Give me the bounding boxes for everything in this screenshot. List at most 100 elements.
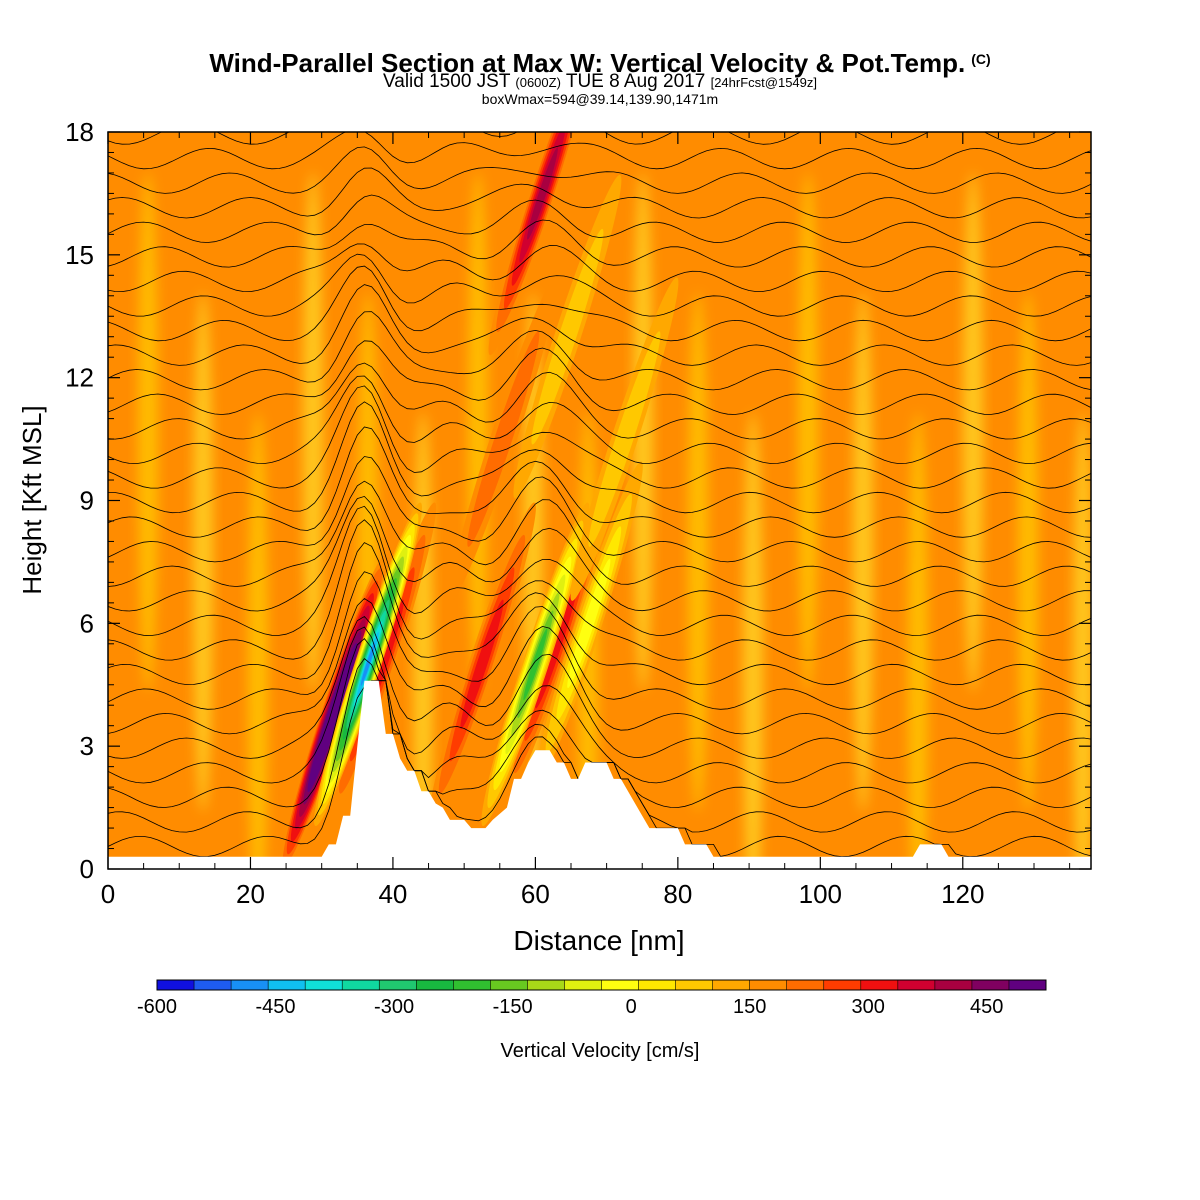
colorbar-swatch [453, 980, 491, 990]
y-tick-label: 0 [80, 854, 94, 884]
theta-contour-line [108, 253, 1091, 317]
x-tick-label: 40 [378, 879, 407, 909]
theta-contour-line [108, 615, 1091, 759]
colorbar-swatch [860, 980, 899, 990]
y-tick-label: 15 [65, 240, 94, 270]
field-streak [193, 292, 213, 812]
colorbar-tick-label: -150 [493, 996, 533, 1018]
field-streak [688, 292, 708, 812]
colorbar-swatch [823, 980, 862, 990]
colorbar-swatch [601, 980, 640, 990]
axes: 0 20 40 60 80 100 120 0 3 6 9 12 15 18 [65, 117, 1091, 909]
theta-contour-line [108, 480, 1091, 587]
theta-contour-line [108, 265, 1091, 342]
colorbar-swatch [157, 980, 195, 990]
terrain-profile [108, 680, 1091, 869]
field-streak [908, 412, 928, 869]
valid-date: TUE 8 Aug 2017 [565, 71, 706, 92]
box-info: boxWmax=594@39.14,139.90,1471m [481, 91, 719, 107]
colorbar-swatch [305, 980, 343, 990]
theta-contour-line [108, 167, 1091, 219]
theta-contour-line [108, 146, 1091, 194]
x-tick-label: 60 [521, 879, 550, 909]
colorbar-swatch [416, 980, 454, 990]
theta-contour-line [108, 284, 1091, 366]
field-streak [743, 412, 763, 869]
y-tick-label: 6 [80, 608, 94, 638]
colorbar-swatch [231, 980, 269, 990]
y-tick-label: 12 [65, 363, 94, 393]
field-streak [248, 412, 268, 869]
downdraft-core-band [523, 628, 548, 701]
updraft-core-band [324, 692, 341, 743]
y-axis-label: Height [Kft MSL] [17, 405, 47, 594]
theta-contour-line [108, 456, 1091, 563]
y-tick-label: 9 [80, 486, 94, 516]
updraft-core [427, 502, 536, 827]
updraft-core [449, 277, 558, 601]
theta-contour-line [108, 385, 1091, 489]
chart-subtitle: Valid 1500 JST (0600Z) TUE 8 Aug 2017 [2… [0, 71, 1200, 94]
field-streak [798, 172, 818, 692]
colorbar: -600 -450 -300 -150 0 150 300 450 [137, 979, 1047, 1018]
theta-contour-line [108, 571, 1091, 710]
theta-contour-line [108, 505, 1091, 637]
x-axis-label: Distance [nm] [513, 925, 684, 956]
x-tick-label: 100 [799, 879, 842, 909]
colorbar-tick-label: 450 [970, 996, 1003, 1018]
colorbar-swatch [897, 980, 936, 990]
updraft-core-band [527, 147, 558, 240]
theta-contour-line [108, 542, 1091, 686]
theta-contour-line [108, 219, 1091, 268]
colorbar-tick-label: -450 [256, 996, 296, 1018]
theta-contour-line [108, 132, 1091, 170]
field-streak [963, 172, 983, 692]
field-streak [1073, 412, 1091, 869]
colorbar-swatch [342, 980, 380, 990]
field-streak [468, 172, 488, 692]
colorbar-tick-label: -600 [137, 996, 177, 1018]
theta-contour-line [108, 626, 1091, 784]
updraft-core-band [467, 331, 540, 547]
valid-time: Valid 1500 JST [383, 71, 511, 92]
colorbar-label: Vertical Velocity [cm/s] [501, 1040, 700, 1062]
colorbar-swatch [971, 980, 1010, 990]
colorbar-tick-label: 0 [626, 996, 637, 1018]
theta-contour-line [108, 597, 1091, 735]
valid-utc: (0600Z) [515, 75, 561, 90]
colorbar-swatch [527, 980, 565, 990]
forecast-info: [24hrFcst@1549z] [710, 75, 817, 90]
theta-contour-line [108, 401, 1091, 514]
downdraft-core [570, 277, 679, 601]
theta-contour-line [108, 243, 1091, 293]
theta-contour-line [108, 375, 1091, 465]
field-streak [633, 172, 653, 692]
updraft-core-band [535, 579, 579, 709]
field-streak [1018, 292, 1038, 812]
colorbar-tick-label: -300 [374, 996, 414, 1018]
theta-contour-line [108, 426, 1091, 538]
x-tick-label: 0 [101, 879, 115, 909]
colorbar-swatch [564, 980, 602, 990]
downdraft-core-band [588, 331, 661, 547]
colorbar-swatch [749, 980, 788, 990]
theta-contour-line [108, 311, 1091, 391]
colorbar-swatch [638, 980, 677, 990]
chart-title: Wind-Parallel Section at Max W: Vertical… [0, 44, 1200, 78]
colorbar-swatch [490, 980, 528, 990]
plot-area [108, 132, 1091, 869]
downdraft-core [314, 502, 422, 827]
colorbar-swatch [712, 980, 751, 990]
colorbar-swatch [268, 980, 306, 990]
colorbar-swatch [1008, 980, 1047, 990]
colorbar-swatch [194, 980, 232, 990]
colorbar-swatch [675, 980, 714, 990]
theta-contour-line [108, 194, 1091, 243]
y-tick-label: 3 [80, 731, 94, 761]
downdraft-core-band [360, 642, 376, 686]
theta-contour-line [108, 340, 1091, 415]
field-streak [138, 172, 158, 692]
x-tick-label: 80 [663, 879, 692, 909]
copyright-mark: (C) [971, 51, 991, 67]
